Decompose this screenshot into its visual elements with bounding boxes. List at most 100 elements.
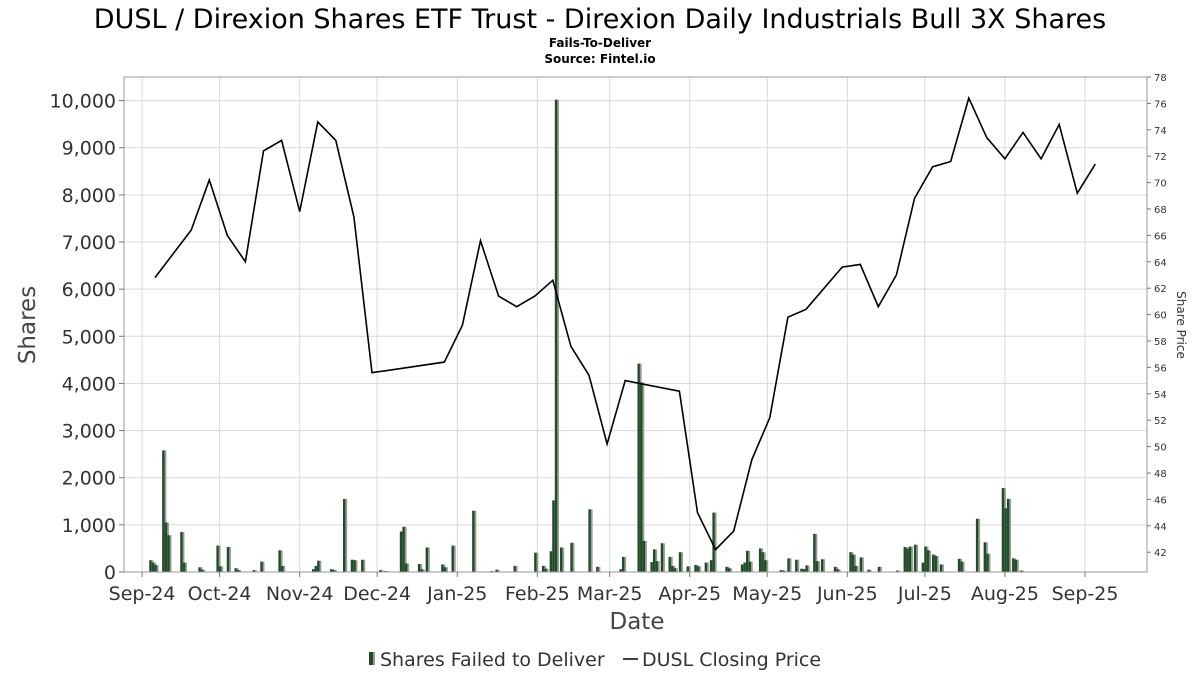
fail-bar — [151, 562, 155, 572]
y-axis-right-title: Share Price — [1174, 291, 1188, 359]
fail-bar-shadow — [941, 564, 944, 572]
fail-bar-shadow — [815, 533, 818, 572]
fail-bar-shadow — [854, 554, 857, 572]
fail-bar — [975, 518, 979, 572]
fail-bar — [802, 569, 806, 572]
y-tick-label: 5,000 — [62, 326, 116, 348]
fail-bar — [425, 547, 429, 572]
fail-bar — [443, 567, 447, 572]
fail-bar — [570, 542, 573, 572]
fail-bar-shadow — [474, 510, 477, 572]
fail-bar-shadow — [536, 552, 539, 572]
fail-bar — [200, 569, 204, 572]
y-tick-label: 8,000 — [62, 185, 116, 207]
fail-bar-shadow — [962, 561, 965, 572]
fail-bar-shadow — [655, 549, 658, 572]
y-right-tick-label: 52 — [1154, 416, 1167, 427]
fail-bar — [779, 570, 782, 572]
x-tick-label: Mar-25 — [577, 583, 643, 605]
fail-bar-shadow — [929, 550, 932, 572]
fail-bar — [921, 562, 925, 572]
fail-bar-shadow — [988, 553, 991, 572]
fail-bar — [353, 560, 356, 572]
fail-bar-shadow — [497, 569, 500, 572]
fail-bar — [1001, 488, 1005, 572]
fail-bar — [621, 556, 625, 572]
fail-bar — [787, 558, 790, 572]
y-tick-label: 2,000 — [62, 468, 116, 490]
x-tick-label: Dec-24 — [343, 583, 411, 605]
fail-bar — [758, 548, 762, 572]
fail-bar — [278, 550, 281, 572]
fail-bar-shadow — [254, 570, 257, 572]
y-tick-label: 10,000 — [50, 91, 116, 113]
y-right-tick-label: 44 — [1154, 522, 1167, 533]
fail-bar-shadow — [546, 568, 549, 572]
fail-bar-shadow — [404, 526, 407, 572]
fail-bar — [226, 547, 230, 572]
fail-bar — [472, 510, 475, 572]
y-right-tick-label: 76 — [1154, 99, 1167, 110]
fail-bar — [800, 568, 803, 572]
fail-bar-shadow — [590, 509, 593, 572]
fail-bar-shadow — [817, 561, 820, 572]
fail-bar — [317, 560, 320, 572]
x-axis-title: Date — [610, 609, 665, 635]
fail-bar-shadow — [598, 566, 601, 572]
y-right-tick-label: 46 — [1154, 495, 1167, 506]
fail-bar — [761, 552, 764, 572]
fail-bar — [596, 566, 599, 572]
fail-bar — [637, 363, 640, 572]
fail-bar-shadow — [823, 559, 826, 572]
fail-bar — [727, 568, 731, 572]
fail-bar — [815, 561, 819, 572]
fail-bar-shadow — [1009, 498, 1012, 572]
fail-bar-shadow — [856, 565, 859, 572]
fail-bar — [252, 570, 255, 572]
fail-bar — [895, 570, 899, 572]
fail-bar — [668, 556, 671, 572]
fail-bar-shadow — [262, 561, 265, 572]
fail-bar — [588, 509, 591, 572]
fail-bar-shadow — [557, 99, 560, 572]
fail-bar — [906, 548, 909, 572]
fail-bar — [311, 569, 315, 572]
fail-bar — [820, 559, 824, 572]
fail-bar — [330, 569, 333, 572]
fail-bar — [983, 542, 987, 572]
fail-bar-shadow — [515, 565, 518, 572]
fail-bar-shadow — [445, 567, 448, 572]
fail-bar — [908, 546, 912, 572]
x-tick-label: Apr-25 — [658, 583, 721, 605]
fail-bar-shadow — [838, 569, 841, 572]
y-tick-label: 6,000 — [62, 279, 116, 301]
fail-bar — [795, 559, 798, 572]
fail-bar-shadow — [797, 559, 800, 572]
fail-bar — [934, 555, 937, 572]
fail-bar-shadow — [345, 498, 348, 572]
fail-bar-shadow — [879, 566, 882, 572]
fail-bar — [931, 554, 935, 572]
fail-bar — [495, 569, 498, 572]
fail-bar — [237, 570, 240, 572]
y-right-tick-label: 58 — [1154, 337, 1167, 348]
fail-bar — [671, 565, 674, 572]
fail-bar — [162, 450, 165, 572]
fail-bar-shadow — [657, 561, 660, 572]
fail-bar — [216, 545, 219, 572]
x-tick-label: Jan-25 — [426, 583, 487, 605]
fail-bar — [709, 560, 713, 572]
fail-bar-shadow — [422, 569, 425, 572]
fail-bar — [725, 566, 728, 572]
fail-bar-shadow — [662, 543, 665, 572]
fail-bar — [836, 569, 839, 572]
fail-bar-shadow — [239, 570, 242, 572]
fail-bar — [280, 565, 284, 572]
fail-bar-shadow — [334, 570, 337, 572]
x-axis: Sep-24 Oct-24 Nov-24 Dec-24 Jan-25 Feb-25 Mar-… — [109, 572, 1118, 605]
fail-bar-shadow — [185, 562, 188, 572]
y-axis-title: Shares — [15, 286, 41, 364]
fail-bar — [1019, 570, 1023, 572]
y-right-tick-label: 74 — [1154, 126, 1167, 137]
